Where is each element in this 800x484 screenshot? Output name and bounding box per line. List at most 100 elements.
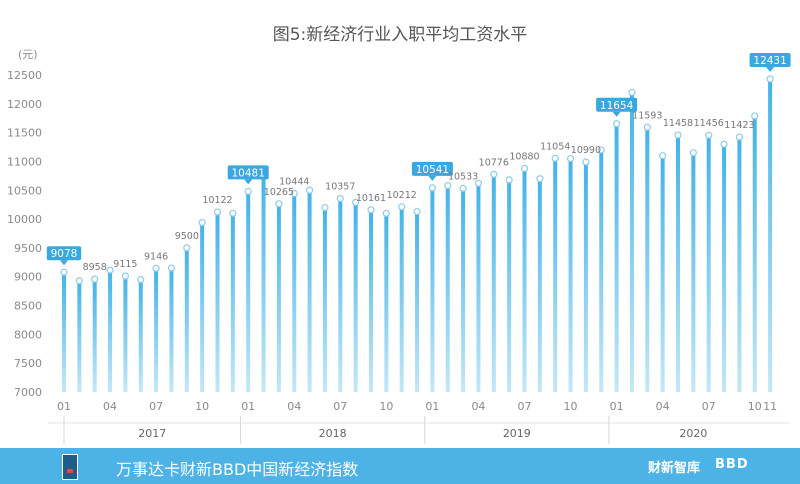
data-label: 10541 xyxy=(416,164,449,176)
x-tick-label: 10 xyxy=(748,400,762,413)
data-label: 10481 xyxy=(231,167,264,179)
bar-marker xyxy=(352,198,360,206)
bar xyxy=(200,222,205,392)
highlight-label-pointer xyxy=(612,111,621,117)
bar xyxy=(629,92,634,393)
bar xyxy=(737,137,742,392)
bar-marker xyxy=(612,120,621,128)
bar xyxy=(230,213,235,392)
bar xyxy=(62,272,66,392)
bar xyxy=(261,172,266,392)
x-tick-label: 07 xyxy=(333,400,347,413)
bar xyxy=(353,202,358,392)
bar xyxy=(169,268,174,392)
bbd-brand-logo: BBD xyxy=(715,457,749,472)
bar-marker xyxy=(628,88,636,96)
caixin-brand-logo: 财新智库 xyxy=(648,461,701,476)
bar-marker xyxy=(121,272,130,280)
footer-banner: 万事达卡财新BBD中国新经济指数 财新智库 BBD xyxy=(0,448,800,484)
y-tick-label: 9000 xyxy=(14,271,42,284)
data-label: 9115 xyxy=(113,259,137,270)
bar-marker xyxy=(674,131,682,139)
bar xyxy=(338,198,343,392)
data-label: 9146 xyxy=(144,251,168,262)
x-tick-label: 10 xyxy=(564,400,578,413)
report-logo-icon xyxy=(62,454,78,480)
x-tick-label: 01 xyxy=(57,400,71,413)
data-label: 12431 xyxy=(753,55,786,67)
bar-marker xyxy=(106,266,114,274)
bar xyxy=(276,203,281,392)
bar-marker xyxy=(275,200,283,208)
bar xyxy=(614,123,619,392)
data-label: 11054 xyxy=(540,141,570,152)
highlight-label-pointer xyxy=(766,66,775,72)
bar xyxy=(645,127,650,392)
chart: 图5:新经济行业入职平均工资水平 (元) 7000 7500 8000 8500 900… xyxy=(7,25,791,444)
bar xyxy=(415,211,420,392)
data-label: 10265 xyxy=(264,187,294,198)
bar-marker xyxy=(137,276,145,284)
bar xyxy=(399,206,404,392)
bar xyxy=(706,135,711,392)
bar xyxy=(184,247,189,392)
bar xyxy=(583,162,588,392)
data-label: 10161 xyxy=(356,193,386,204)
y-tick-label: 11500 xyxy=(7,127,42,140)
x-tick-label: 01 xyxy=(425,400,439,413)
bar-marker xyxy=(321,203,329,212)
data-label: 8958 xyxy=(83,262,107,273)
data-label: 10880 xyxy=(509,151,539,162)
bar-marker xyxy=(520,164,529,172)
data-label: 10776 xyxy=(479,157,509,168)
bar-marker xyxy=(474,179,483,187)
data-label: 10990 xyxy=(571,145,601,156)
bar-marker xyxy=(367,206,375,214)
highlight-label-box xyxy=(411,161,453,176)
bar-marker xyxy=(91,275,99,283)
bar-marker xyxy=(60,268,68,276)
bar-marker xyxy=(229,209,237,217)
bar xyxy=(138,279,143,392)
data-label: 9078 xyxy=(51,248,78,260)
bar-marker xyxy=(720,140,728,148)
x-tick-label: 10 xyxy=(195,400,209,413)
year-group-label: 2018 xyxy=(319,427,347,440)
bar-marker xyxy=(428,184,436,192)
x-tick-label: 04 xyxy=(471,400,485,413)
bar xyxy=(322,207,327,392)
bar-marker xyxy=(198,218,206,227)
y-tick-label: 9500 xyxy=(14,242,42,255)
bar xyxy=(491,174,496,392)
highlight-label-pointer xyxy=(60,260,68,266)
bar-marker xyxy=(290,189,298,198)
bar-marker xyxy=(213,208,222,216)
y-tick-label: 7500 xyxy=(14,357,42,370)
y-tick-label: 12500 xyxy=(7,69,42,82)
bar xyxy=(246,191,251,392)
highlight-label-pointer xyxy=(428,175,437,181)
year-group-label: 2020 xyxy=(679,427,707,440)
x-tick-label: 04 xyxy=(103,400,117,413)
bar-marker xyxy=(306,186,314,194)
bar-marker xyxy=(152,264,160,272)
bar-marker xyxy=(336,194,344,203)
highlight-label-box xyxy=(749,52,791,67)
bar xyxy=(722,144,727,392)
bar-marker xyxy=(689,149,697,157)
bar xyxy=(445,185,450,392)
bar xyxy=(92,279,97,392)
bar xyxy=(691,152,696,392)
highlight-label-box xyxy=(227,165,269,180)
year-group-label: 2017 xyxy=(138,427,166,440)
bar xyxy=(369,209,373,392)
bar-marker xyxy=(183,244,191,252)
bar xyxy=(292,193,297,392)
y-tick-label: 12000 xyxy=(7,98,42,111)
x-tick-label: 01 xyxy=(610,400,624,413)
bar-marker xyxy=(536,175,544,183)
bar xyxy=(507,179,512,392)
bar-marker xyxy=(398,203,406,211)
data-label: 10444 xyxy=(279,177,309,188)
data-label: 11423 xyxy=(724,120,754,131)
